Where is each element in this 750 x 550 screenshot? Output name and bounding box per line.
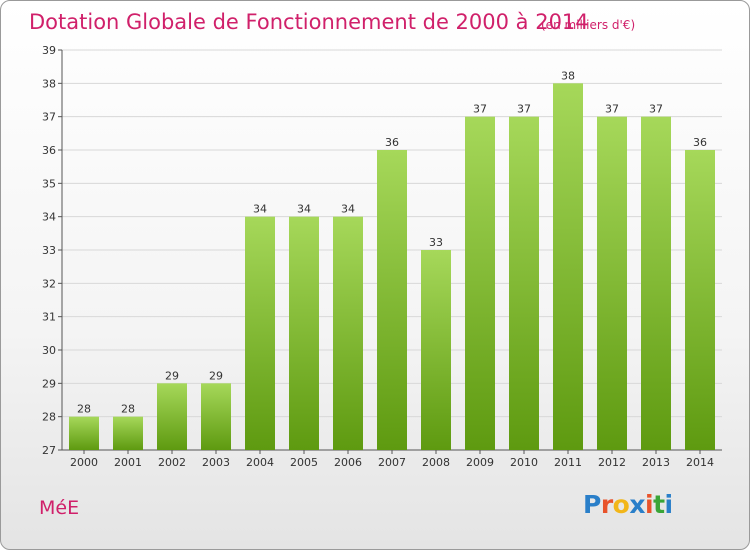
bar [685, 150, 715, 450]
data-label: 29 [165, 369, 179, 382]
data-label: 33 [429, 236, 443, 249]
data-label: 37 [473, 103, 487, 116]
proxiti-logo: Proxiti [583, 490, 673, 519]
logo-letter: r [600, 490, 613, 519]
x-tick-label: 2000 [70, 456, 98, 469]
y-tick-label: 33 [42, 244, 56, 257]
x-tick-label: 2012 [598, 456, 626, 469]
bar [377, 150, 407, 450]
chart-title: Dotation Globale de Fonctionnement de 20… [29, 10, 589, 34]
x-tick-label: 2010 [510, 456, 538, 469]
y-tick-label: 30 [42, 344, 56, 357]
x-tick-label: 2004 [246, 456, 274, 469]
bar [289, 216, 319, 450]
y-tick-label: 36 [42, 144, 56, 157]
x-tick-label: 2006 [334, 456, 362, 469]
y-tick-label: 29 [42, 377, 56, 390]
x-tick-label: 2002 [158, 456, 186, 469]
logo-letter: P [583, 490, 601, 519]
x-tick-label: 2001 [114, 456, 142, 469]
bar [245, 216, 275, 450]
bar [201, 383, 231, 450]
data-label: 37 [649, 103, 663, 116]
data-label: 34 [341, 203, 355, 216]
y-tick-label: 34 [42, 211, 56, 224]
y-tick-label: 39 [42, 44, 56, 57]
data-label: 34 [253, 203, 267, 216]
y-tick-label: 28 [42, 411, 56, 424]
location-label: MéE [39, 497, 80, 519]
bar [113, 416, 143, 450]
data-label: 28 [77, 403, 91, 416]
logo-letter: o [612, 490, 630, 519]
data-label: 29 [209, 369, 223, 382]
x-tick-label: 2005 [290, 456, 318, 469]
data-label: 36 [693, 136, 707, 149]
data-label: 28 [121, 403, 135, 416]
y-tick-label: 38 [42, 77, 56, 90]
bar [157, 383, 187, 450]
x-tick-label: 2008 [422, 456, 450, 469]
x-tick-label: 2009 [466, 456, 494, 469]
bar [641, 116, 671, 451]
y-tick-label: 31 [42, 311, 56, 324]
bar [465, 116, 495, 451]
x-tick-label: 2011 [554, 456, 582, 469]
x-tick-label: 2013 [642, 456, 670, 469]
data-label: 36 [385, 136, 399, 149]
logo-letter: x [629, 490, 645, 519]
bar [69, 416, 99, 450]
logo-letter: t [653, 490, 665, 519]
data-label: 38 [561, 69, 575, 82]
y-tick-label: 37 [42, 111, 56, 124]
chart-subtitle: (en milliers d'€) [541, 18, 636, 32]
data-label: 37 [517, 103, 531, 116]
bar [421, 250, 451, 450]
x-tick-label: 2003 [202, 456, 230, 469]
y-tick-label: 35 [42, 177, 56, 190]
bar [509, 116, 539, 451]
y-tick-label: 27 [42, 444, 56, 457]
bar [333, 216, 363, 450]
data-label: 37 [605, 103, 619, 116]
logo-letter: i [645, 490, 654, 519]
bar [553, 83, 583, 450]
y-tick-label: 32 [42, 277, 56, 290]
bar [597, 116, 627, 451]
data-label: 34 [297, 203, 311, 216]
logo-letter: i [664, 490, 674, 519]
x-tick-label: 2007 [378, 456, 406, 469]
x-tick-label: 2014 [686, 456, 714, 469]
